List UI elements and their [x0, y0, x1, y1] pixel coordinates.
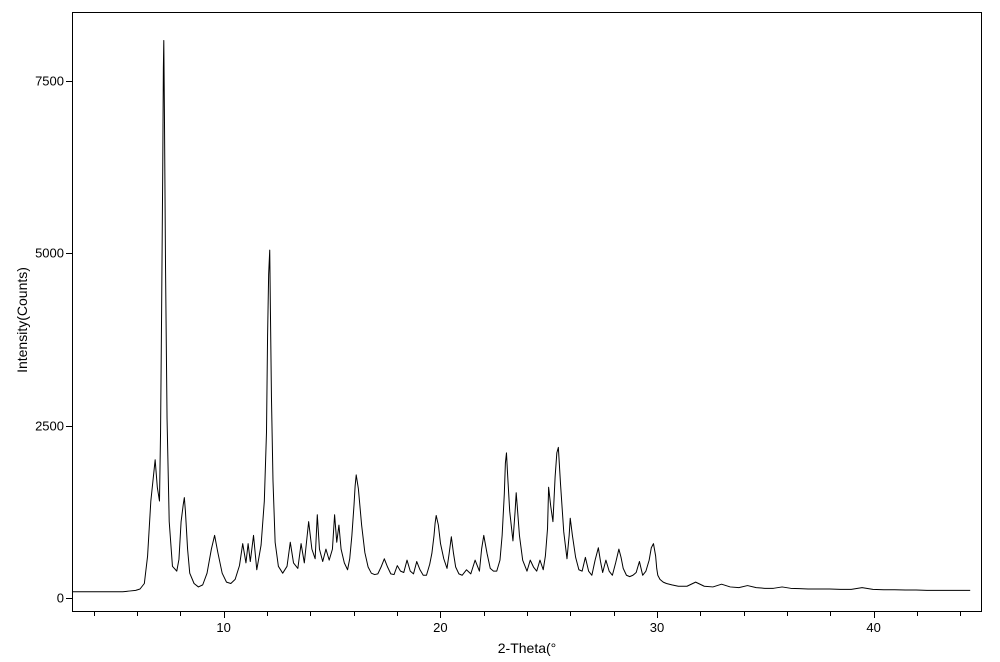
x-tick-minor: [744, 612, 745, 616]
x-tick-minor: [960, 612, 961, 616]
x-tick-minor: [570, 612, 571, 616]
x-tick-minor: [527, 612, 528, 616]
x-tick-minor: [267, 612, 268, 616]
x-tick-label: 10: [216, 620, 230, 635]
y-tick: [66, 253, 72, 254]
x-tick-label: 30: [650, 620, 664, 635]
x-tick-minor: [700, 612, 701, 616]
x-tick-minor: [787, 612, 788, 616]
y-tick: [66, 426, 72, 427]
x-tick-minor: [484, 612, 485, 616]
x-tick-label: 20: [433, 620, 447, 635]
x-tick-minor: [180, 612, 181, 616]
x-tick: [224, 612, 225, 618]
x-tick: [874, 612, 875, 618]
x-tick-minor: [397, 612, 398, 616]
y-tick-label: 5000: [35, 246, 64, 261]
x-tick-minor: [137, 612, 138, 616]
plot-area: [72, 12, 982, 612]
x-tick: [440, 612, 441, 618]
x-tick-minor: [354, 612, 355, 616]
x-tick: [657, 612, 658, 618]
xrd-trace: [73, 40, 970, 591]
y-tick-label: 7500: [35, 73, 64, 88]
x-tick-minor: [310, 612, 311, 616]
y-tick: [66, 81, 72, 82]
x-tick-minor: [917, 612, 918, 616]
y-axis-label: Intensity(Counts): [14, 267, 30, 373]
x-axis-label: 2-Theta(°: [498, 640, 557, 656]
x-tick-minor: [830, 612, 831, 616]
xrd-trace-svg: [73, 13, 981, 611]
x-tick-label: 40: [866, 620, 880, 635]
x-tick-minor: [614, 612, 615, 616]
x-tick-minor: [94, 612, 95, 616]
xrd-chart: Intensity(Counts) 2-Theta(° 10 20 30 40 0 250…: [0, 0, 1000, 662]
y-tick-label: 2500: [35, 418, 64, 433]
y-tick: [66, 598, 72, 599]
y-tick-label: 0: [57, 591, 64, 606]
